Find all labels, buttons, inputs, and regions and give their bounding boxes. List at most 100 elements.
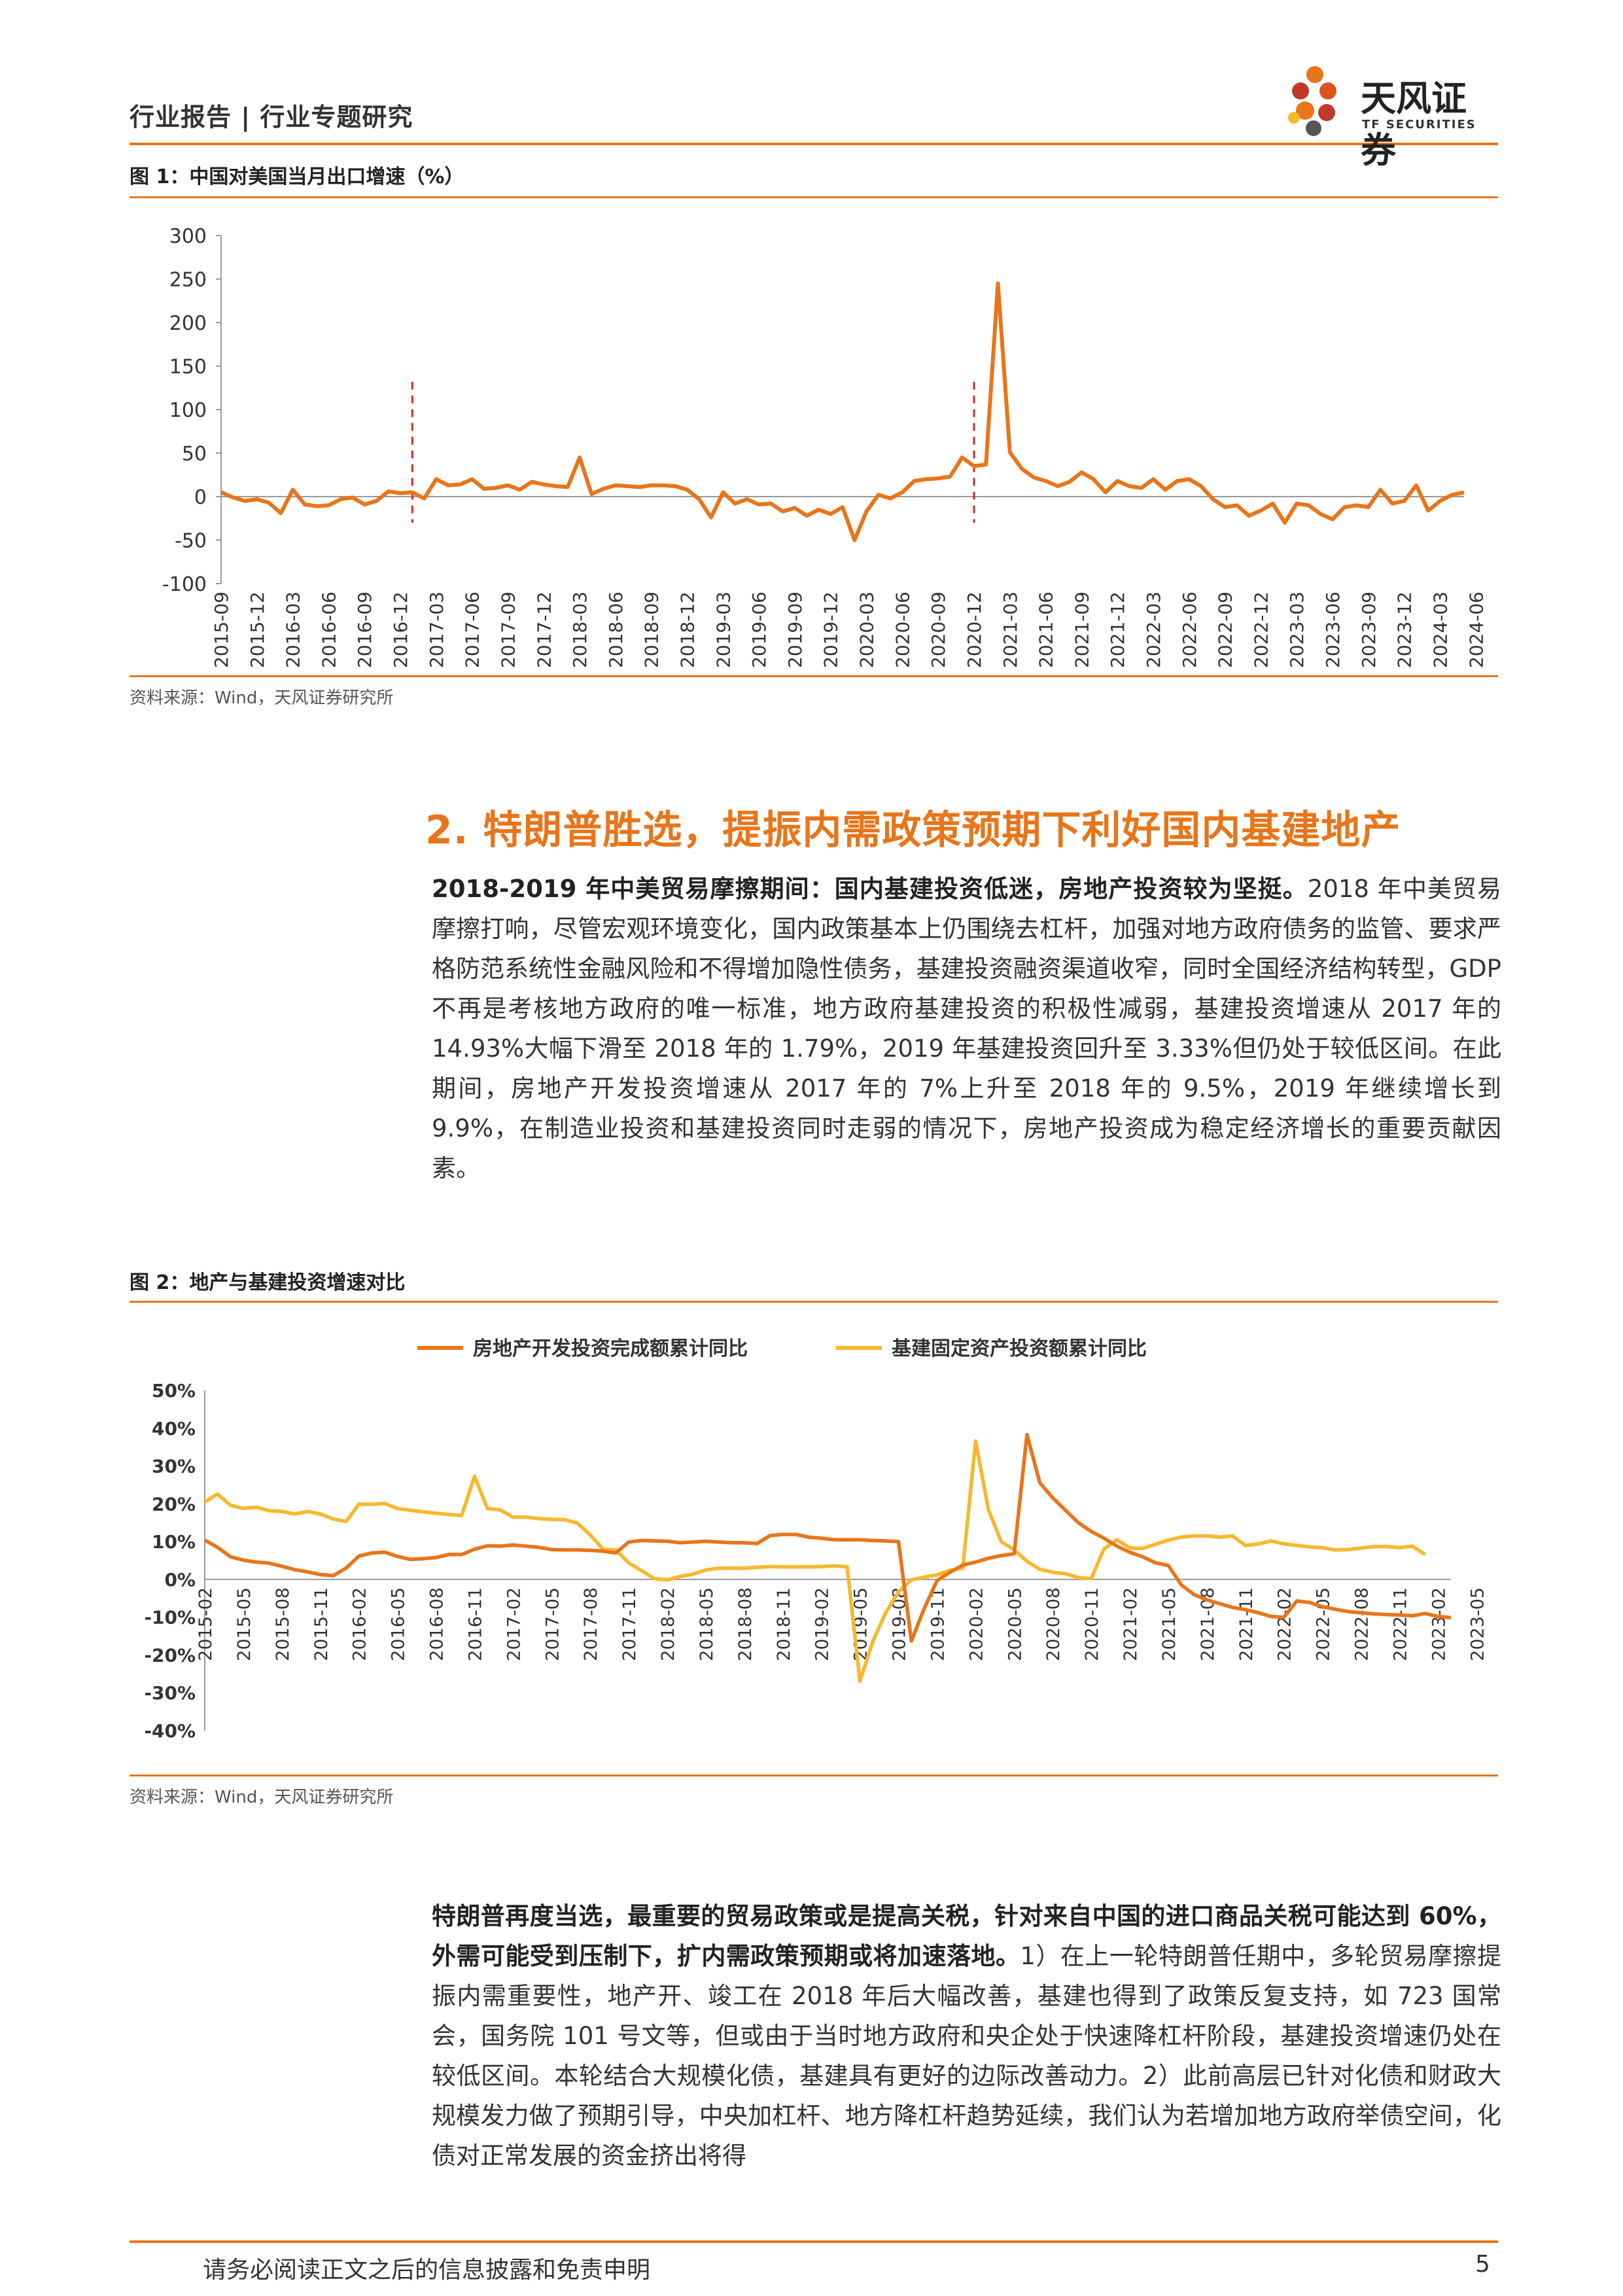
logo-name-cn: 天风证券 (1361, 78, 1467, 171)
figure1-y-tick-label: -100 (162, 573, 207, 596)
figure2-title: 图 2：地产与基建投资增速对比 (130, 1271, 406, 1294)
figure1-x-tick-label: 2016-03 (283, 592, 304, 668)
figure2-chart: 房地产开发投资完成额累计同比 基建固定资产投资额累计同比 50% 40% 30% 20%… (144, 1337, 1488, 1742)
figure1-x-tick-label: 2024-06 (1465, 592, 1487, 668)
figure2-x-tick-label: 2019-11 (928, 1587, 948, 1661)
figure1-x-tick-label: 2018-06 (605, 592, 627, 668)
figure1-bottom-rule (130, 675, 1498, 677)
figure2-x-tick-label: 2015-05 (234, 1587, 254, 1661)
figure1-x-tick-label: 2021-03 (1000, 592, 1021, 668)
footer-disclaimer: 请务必阅读正文之后的信息披露和免责申明 (203, 2257, 651, 2284)
figure1-x-tick-label: 2016-12 (390, 592, 411, 668)
figure1-x-tick-label: 2021-09 (1071, 592, 1092, 668)
footer-rule (130, 2240, 1498, 2243)
figure2-bottom-rule (130, 1775, 1498, 1776)
logo-name-en: TF SECURITIES (1362, 118, 1476, 132)
figure1-top-rule (130, 196, 1498, 198)
figure1-y-tick-label: 250 (169, 269, 207, 292)
figure2-x-tick-label: 2018-11 (774, 1587, 794, 1661)
figure1-chart: 300 250 200 150 100 50 0 -50 -100 2015-09 2015-12… (162, 225, 1487, 668)
report-breadcrumb: 行业报告 | 行业专题研究 (130, 103, 413, 132)
section-heading: 2. 特朗普胜选，提振内需政策预期下利好国内基建地产 (425, 807, 1401, 853)
figure2-legend-label: 基建固定资产投资额累计同比 (892, 1337, 1147, 1360)
figure2-y-tick-label: -10% (144, 1607, 196, 1629)
figure1-x-tick-label: 2020-12 (964, 592, 985, 668)
figure1-x-tick-label: 2017-12 (533, 592, 555, 668)
figure2-x-tick-label: 2021-02 (1121, 1587, 1141, 1661)
figure2-x-tick-label: 2023-05 (1467, 1587, 1488, 1661)
figure2-y-tick-label: 10% (152, 1531, 196, 1553)
figure2-x-tick-label: 2016-08 (427, 1587, 447, 1661)
figure2-x-tick-label: 2020-08 (1043, 1587, 1064, 1661)
figure2-series-line-2 (203, 1439, 1427, 1684)
section-paragraph: 2018-2019 年中美贸易摩擦期间：国内基建投资低迷，房地产投资较为坚挺。2… (432, 869, 1501, 1188)
section-paragraph-lead: 2018-2019 年中美贸易摩擦期间：国内基建投资低迷，房地产投资较为坚挺。 (432, 875, 1308, 903)
figure1-x-tick-label: 2019-03 (712, 592, 734, 668)
figure1-y-tick-label: 100 (169, 399, 207, 422)
closing-paragraph-body: 1）在上一轮特朗普任期中，多轮贸易摩擦提振内需重要性，地产开、竣工在 2018 … (432, 1942, 1501, 2170)
section-paragraph-body: 2018 年中美贸易摩擦打响，尽管宏观环境变化，国内政策基本上仍围绕去杠杆，加强… (432, 875, 1501, 1182)
figure1-x-tick-label: 2018-03 (569, 592, 591, 668)
figure2-y-tick-label: -40% (144, 1720, 196, 1742)
figure2-x-tick-label: 2020-05 (1005, 1587, 1025, 1661)
figure1-x-tick-label: 2022-03 (1143, 592, 1164, 668)
figure1-x-tick-label: 2021-06 (1036, 592, 1057, 668)
figure1-x-tick-label: 2020-03 (856, 592, 878, 668)
figure2-top-rule (130, 1301, 1498, 1303)
figure2-x-tick-label: 2017-11 (620, 1587, 640, 1661)
figure2-source: 资料来源：Wind，天风证券研究所 (130, 1788, 394, 1807)
figure1-x-tick-label: 2017-03 (426, 592, 447, 668)
figure1-y-tick-label: 300 (169, 225, 207, 248)
figure1-y-tick-label: 50 (182, 443, 207, 466)
figure2-x-tick-label: 2016-02 (350, 1587, 370, 1661)
closing-paragraph-lead: 特朗普再度当选，最重要的贸易政策或是提高关税，针对来自中国的进口商品关税可能达到… (432, 1902, 1501, 1970)
figure1-x-tick-label: 2022-09 (1215, 592, 1236, 668)
page-number: 5 (1475, 2251, 1490, 2278)
figure2-x-tick-label: 2015-02 (196, 1587, 216, 1661)
figure2-x-tick-label: 2018-02 (658, 1587, 678, 1661)
figure1-title: 图 1：中国对美国当月出口增速（%） (130, 166, 464, 188)
figure1-x-tick-label: 2019-12 (820, 592, 842, 668)
figure2-x-tick-label: 2023-02 (1429, 1587, 1449, 1661)
figure1-x-tick-label: 2015-12 (247, 592, 268, 668)
figure1-x-tick-label: 2018-12 (677, 592, 699, 668)
figure2-x-tick-label: 2022-02 (1275, 1587, 1295, 1661)
figure2-x-tick-label: 2016-05 (389, 1587, 409, 1661)
figure1-y-tick-label: 0 (194, 486, 207, 509)
figure1-x-tick-label: 2017-09 (497, 592, 519, 668)
figure2-x-tick-label: 2021-11 (1236, 1587, 1257, 1661)
figure2-legend-label: 房地产开发投资完成额累计同比 (473, 1337, 748, 1360)
figure1-x-tick-label: 2023-03 (1286, 592, 1308, 668)
figure2-x-tick-label: 2015-08 (273, 1587, 293, 1661)
figure1-y-tick-label: 150 (169, 356, 207, 379)
figure2-x-tick-label: 2022-05 (1314, 1587, 1334, 1661)
header-rule (130, 143, 1498, 145)
figure1-source: 资料来源：Wind，天风证券研究所 (130, 688, 394, 708)
figure2-series-line-1 (203, 1432, 1452, 1643)
figure1-x-tick-label: 2017-06 (462, 592, 483, 668)
figure2-x-tick-label: 2015-11 (311, 1587, 332, 1661)
figure1-series-line (220, 281, 1465, 542)
figure1-x-tick-label: 2020-09 (928, 592, 949, 668)
closing-paragraph: 特朗普再度当选，最重要的贸易政策或是提高关税，针对来自中国的进口商品关税可能达到… (432, 1896, 1501, 2176)
figure2-y-tick-label: -20% (144, 1644, 196, 1666)
figure1-x-tick-label: 2023-06 (1322, 592, 1344, 668)
figure2-x-tick-label: 2017-08 (581, 1587, 601, 1661)
tf-flower-icon (1288, 66, 1336, 136)
figure2-x-tick-label: 2022-11 (1390, 1587, 1410, 1661)
figure1-x-tick-label: 2022-12 (1250, 592, 1272, 668)
figure1-y-tick-label: 200 (169, 312, 207, 335)
figure1-x-tick-label: 2019-09 (784, 592, 806, 668)
figure2-y-tick-label: 20% (152, 1493, 196, 1515)
figure1-x-tick-label: 2024-03 (1429, 592, 1451, 668)
figure1-x-tick-label: 2016-09 (354, 592, 375, 668)
figure2-y-tick-label: -30% (144, 1682, 196, 1704)
figure1-x-tick-label: 2023-12 (1394, 592, 1416, 668)
figure1-x-tick-label: 2022-06 (1179, 592, 1200, 668)
figure1-x-tick-label: 2023-09 (1358, 592, 1380, 668)
figure2-x-tick-label: 2022-08 (1352, 1587, 1372, 1661)
figure2-x-tick-label: 2016-11 (465, 1587, 485, 1661)
figure2-x-tick-label: 2018-08 (735, 1587, 756, 1661)
figure2-y-tick-label: 0% (164, 1569, 196, 1591)
figure1-x-tick-label: 2019-06 (748, 592, 770, 668)
